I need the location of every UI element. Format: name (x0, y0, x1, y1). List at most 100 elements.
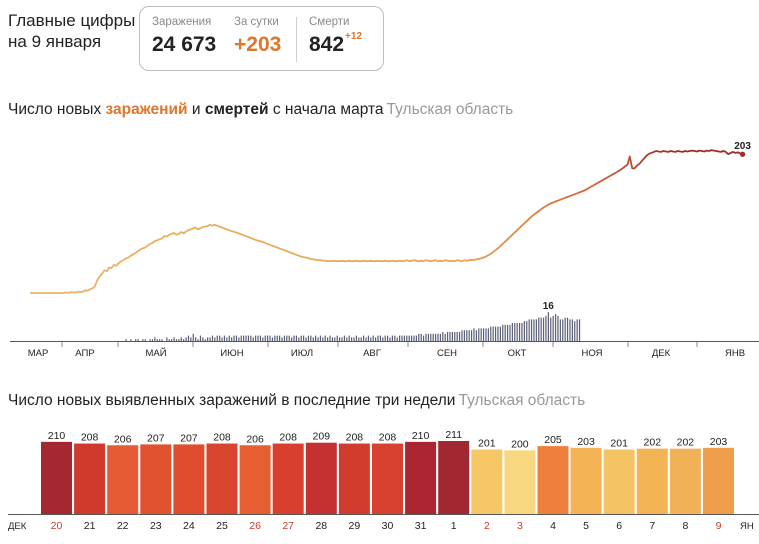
month-label: ЯНВ (725, 348, 745, 359)
death-bar (434, 333, 437, 341)
death-bar (279, 335, 281, 341)
stat-daily-label: За сутки (234, 16, 279, 28)
death-bar (336, 335, 338, 341)
death-bar (528, 319, 530, 341)
section2-region: Тульская область (458, 392, 586, 409)
death-bar (511, 323, 513, 341)
death-bar (267, 335, 269, 341)
day-label: 5 (583, 520, 589, 532)
day-label: 21 (84, 520, 96, 532)
death-bar (255, 335, 257, 341)
death-bar (351, 337, 353, 341)
death-bar (566, 317, 569, 341)
section1-deaths-word: смертей (204, 101, 269, 118)
edge-label-dec: ДЕК (8, 521, 27, 532)
death-bar (269, 335, 271, 341)
death-bar (542, 317, 545, 341)
death-bar (538, 317, 540, 341)
section1-infections-word: заражений (105, 101, 188, 118)
death-bar (470, 330, 473, 341)
death-bar (288, 335, 290, 341)
day-bar-value: 206 (114, 433, 132, 445)
death-bar (420, 333, 422, 341)
infections-line (30, 149, 743, 294)
death-bar (523, 321, 525, 341)
death-bar (315, 335, 317, 341)
death-bar (413, 335, 415, 341)
stat-deaths-label: Смерти (309, 16, 350, 28)
day-label: 20 (51, 520, 63, 532)
day-label: 9 (716, 520, 722, 532)
day-bar-value: 209 (313, 431, 331, 443)
death-bar (166, 337, 168, 341)
death-bar (305, 337, 307, 341)
death-bar (303, 335, 305, 341)
death-bar (401, 335, 403, 341)
death-bar (526, 321, 528, 341)
death-bar (214, 337, 216, 341)
day-label: 24 (183, 520, 195, 532)
death-bar (276, 335, 278, 341)
death-bar (187, 335, 190, 341)
death-bar (207, 337, 209, 341)
death-bar (530, 319, 533, 341)
death-bar (473, 328, 475, 341)
section1-title-post: с начала марта (268, 101, 384, 118)
day-label: 1 (451, 520, 457, 532)
death-bar (425, 333, 427, 341)
section1-title: Число новых заражений и смертей с начала… (8, 101, 513, 119)
day-bar-value: 201 (610, 438, 628, 450)
day-label: 23 (150, 520, 162, 532)
death-bar (518, 323, 521, 341)
section1-region: Тульская область (386, 101, 514, 118)
day-bar-value: 200 (511, 438, 529, 450)
death-bar (312, 337, 314, 341)
day-bar-value: 201 (478, 438, 496, 450)
death-bar (547, 312, 549, 341)
death-bar (173, 337, 175, 341)
day-bar (703, 447, 734, 514)
death-bar (245, 335, 247, 341)
death-bar (482, 328, 485, 341)
death-bar (171, 339, 173, 341)
death-bar (274, 335, 276, 341)
death-bar (497, 326, 499, 341)
month-label: ИЮН (220, 348, 243, 359)
death-bar (142, 339, 144, 341)
death-bar (574, 321, 576, 341)
death-bar (257, 335, 259, 341)
day-label: 31 (415, 520, 427, 532)
death-bar (195, 337, 197, 341)
death-bar (550, 317, 552, 341)
death-bar (576, 319, 578, 341)
death-bar (365, 337, 367, 341)
day-bar-value: 202 (644, 437, 662, 449)
day-bar-value: 207 (147, 432, 165, 444)
stat-deaths-value: 842 (309, 33, 345, 56)
death-bar (293, 335, 295, 341)
death-bar (156, 339, 158, 341)
death-bar (307, 335, 310, 341)
death-bar (168, 339, 170, 341)
stat-infections: Заражения 24 673 (152, 16, 216, 57)
day-bar (107, 445, 139, 514)
day-label: 4 (550, 520, 556, 532)
day-bar (570, 447, 602, 514)
infections-end-dot (740, 151, 746, 157)
death-bars (125, 312, 581, 341)
death-bar (252, 337, 254, 341)
death-bar (427, 333, 429, 341)
infections-last-label: 203 (734, 141, 751, 152)
day-label: 3 (517, 520, 523, 532)
day-label: 22 (117, 520, 129, 532)
death-bar (319, 335, 322, 341)
death-bar (209, 337, 211, 341)
death-bar (514, 323, 516, 341)
death-bar (180, 337, 182, 341)
day-label: 27 (282, 520, 294, 532)
death-bar (135, 339, 137, 341)
death-bar (346, 337, 348, 341)
month-label: АВГ (363, 348, 381, 359)
death-bar (125, 339, 127, 341)
death-bar (415, 335, 417, 341)
